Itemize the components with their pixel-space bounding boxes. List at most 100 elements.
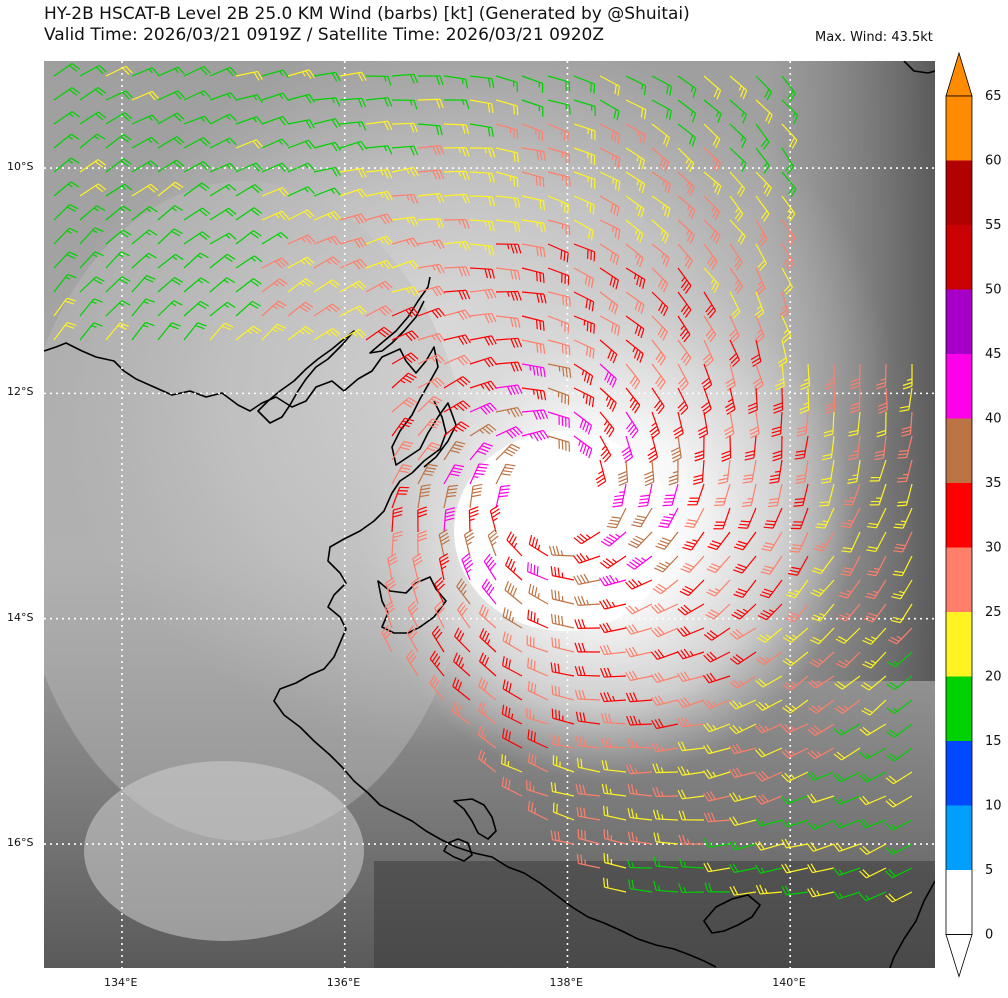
wind-barb (617, 459, 629, 487)
wind-barb (628, 879, 653, 893)
wind-barb (757, 603, 783, 621)
wind-barb (157, 322, 181, 341)
wind-barb (781, 147, 795, 175)
wind-barb (573, 339, 595, 359)
wind-barb (575, 711, 601, 725)
wind-barb (653, 880, 679, 893)
wind-barb (755, 171, 772, 197)
wind-barb (521, 409, 549, 420)
wind-barb (651, 602, 679, 614)
wind-barb (651, 123, 670, 147)
wind-barb (547, 243, 569, 263)
wind-barb (261, 187, 290, 197)
wind-barb (417, 98, 444, 109)
wind-barb (287, 93, 315, 104)
wind-barb (703, 315, 717, 343)
wind-barb (287, 256, 315, 269)
wind-barb (599, 574, 627, 587)
y-tick-label: 10°S (7, 160, 34, 174)
colorbar-bin (946, 160, 972, 225)
wind-barb (501, 754, 523, 773)
wind-barb (501, 776, 523, 797)
wind-barb (781, 838, 809, 849)
wind-barb (702, 672, 731, 684)
wind-barb (468, 506, 479, 533)
wind-barb (755, 243, 767, 271)
wind-barb (755, 864, 783, 874)
wind-barb (890, 603, 913, 624)
wind-barb (506, 531, 523, 557)
wind-barb (833, 747, 861, 761)
wind-barb (677, 315, 691, 343)
wind-barb (651, 387, 665, 415)
wind-barb (521, 75, 544, 93)
wind-barb (627, 831, 653, 845)
wind-barb (235, 184, 263, 197)
wind-barb (365, 190, 393, 201)
wind-barb (443, 193, 471, 204)
wind-barb (677, 291, 692, 318)
wind-barb (625, 603, 653, 615)
wind-barb (429, 674, 445, 701)
wind-barb (602, 877, 627, 893)
wind-barb (157, 112, 185, 125)
wind-barb (599, 387, 617, 412)
wind-barb (443, 240, 471, 251)
wind-barb (573, 291, 595, 312)
wind-barb (391, 397, 418, 413)
wind-barb (897, 435, 913, 459)
wind-barb (527, 752, 549, 773)
wind-barb (313, 327, 341, 341)
colorbar-tick-label: 15 (985, 734, 1002, 749)
wind-barb (469, 219, 495, 231)
wind-barb (752, 363, 764, 392)
wind-barb (339, 328, 367, 341)
wind-barb (547, 267, 570, 286)
wind-barb (703, 862, 731, 873)
wind-barb (105, 322, 130, 341)
wind-barb (573, 595, 601, 606)
wind-barb (443, 334, 471, 345)
wind-barb (79, 111, 107, 125)
wind-barb (502, 631, 523, 653)
wind-barb (750, 339, 762, 367)
wind-barb (313, 187, 342, 197)
wind-barb (547, 411, 570, 428)
wind-barb (864, 579, 887, 600)
wind-barb (574, 689, 601, 701)
wind-barb (339, 97, 367, 108)
wind-barb (495, 99, 519, 116)
wind-barb (754, 841, 783, 851)
wind-barb (677, 123, 697, 147)
wind-barb (835, 651, 861, 669)
wind-barb (443, 289, 471, 300)
wind-barb (417, 307, 446, 319)
wind-barb (417, 263, 445, 274)
wind-barb (339, 305, 367, 317)
wind-barb (391, 73, 419, 84)
wind-barb (469, 123, 494, 138)
wind-barb (469, 463, 489, 485)
wind-barb (625, 339, 644, 363)
wind-barb (653, 856, 679, 869)
wind-barb (469, 356, 498, 368)
wind-barb (495, 290, 522, 301)
wind-barb (443, 507, 456, 533)
wind-barb (781, 99, 799, 125)
wind-barb (625, 411, 639, 439)
wind-barb (759, 579, 783, 599)
wind-barb (780, 819, 809, 828)
wind-barb (261, 115, 290, 126)
wind-barb (832, 842, 861, 852)
wind-barb (365, 213, 393, 225)
wind-barb (495, 123, 519, 140)
colorbar-bin (946, 289, 972, 354)
wind-barb (434, 577, 446, 605)
wind-barb (729, 171, 746, 197)
colorbar-tick-label: 55 (985, 218, 1002, 233)
wind-barb (287, 234, 315, 245)
wind-barb (677, 626, 705, 637)
wind-barb (703, 744, 731, 755)
wind-barb (105, 65, 133, 77)
wind-barb (287, 278, 314, 293)
